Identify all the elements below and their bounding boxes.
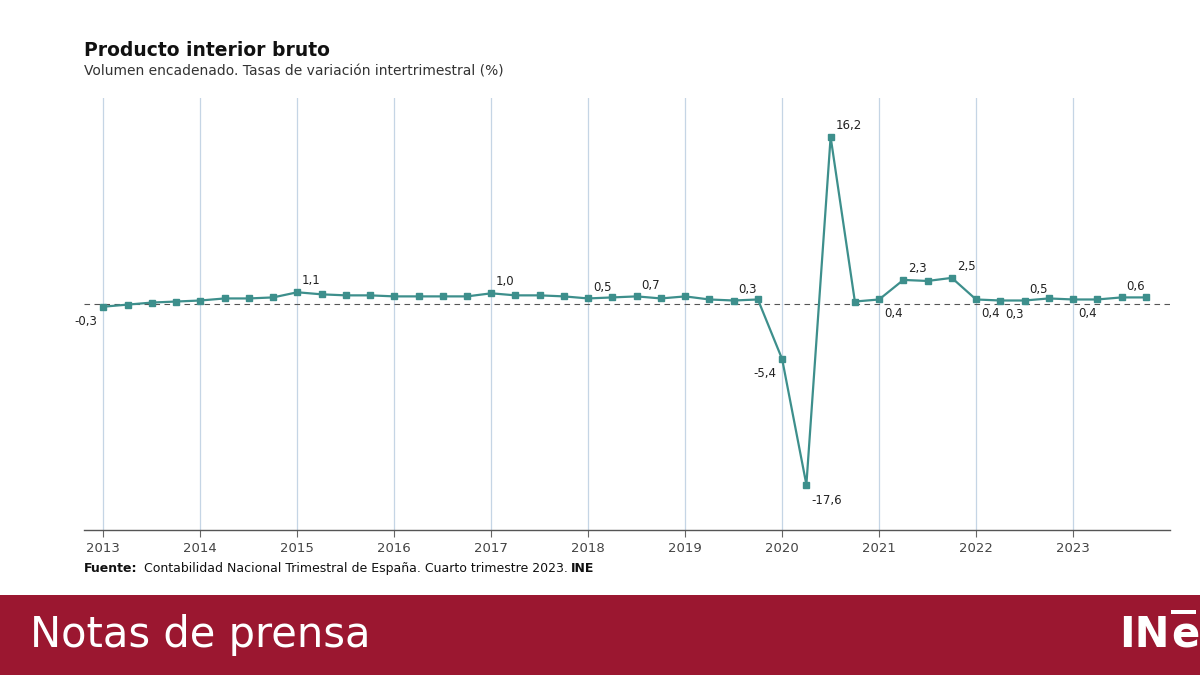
Text: 0,5: 0,5 xyxy=(593,281,612,294)
Bar xyxy=(1171,610,1196,614)
Text: 0,3: 0,3 xyxy=(738,283,757,296)
Text: 0,6: 0,6 xyxy=(1127,279,1145,292)
Text: 0,3: 0,3 xyxy=(1006,308,1024,321)
Text: 2,5: 2,5 xyxy=(956,260,976,273)
Text: Volumen encadenado. Tasas de variación intertrimestral (%): Volumen encadenado. Tasas de variación i… xyxy=(84,64,504,78)
Text: e: e xyxy=(1171,614,1200,656)
Text: 1,1: 1,1 xyxy=(302,275,320,288)
Text: 16,2: 16,2 xyxy=(835,119,862,132)
Text: Notas de prensa: Notas de prensa xyxy=(30,614,371,656)
Text: Contabilidad Nacional Trimestral de España. Cuarto trimestre 2023.: Contabilidad Nacional Trimestral de Espa… xyxy=(139,562,571,575)
Text: 0,4: 0,4 xyxy=(884,307,902,321)
Text: Fuente:: Fuente: xyxy=(84,562,138,575)
Text: -5,4: -5,4 xyxy=(754,367,776,380)
Text: -0,3: -0,3 xyxy=(74,315,97,327)
Text: 0,4: 0,4 xyxy=(980,307,1000,321)
Text: 0,7: 0,7 xyxy=(642,279,660,292)
Text: INE: INE xyxy=(571,562,595,575)
Text: 0,5: 0,5 xyxy=(1030,283,1048,296)
Text: -17,6: -17,6 xyxy=(811,493,842,506)
Text: 1,0: 1,0 xyxy=(496,275,515,288)
Text: 2,3: 2,3 xyxy=(908,262,926,275)
Text: IN: IN xyxy=(1120,614,1170,656)
Text: 0,4: 0,4 xyxy=(1078,307,1097,321)
Text: Producto interior bruto: Producto interior bruto xyxy=(84,40,330,59)
